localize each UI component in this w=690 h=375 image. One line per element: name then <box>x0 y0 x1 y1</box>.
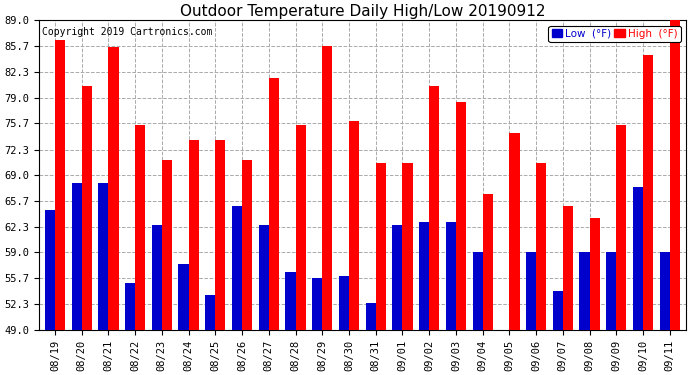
Bar <box>402 164 413 330</box>
Bar <box>509 132 520 330</box>
Bar <box>125 284 135 330</box>
Bar <box>45 210 55 330</box>
Bar <box>419 222 429 330</box>
Bar <box>616 125 627 330</box>
Bar <box>322 46 333 330</box>
Bar <box>339 276 349 330</box>
Bar <box>607 252 616 330</box>
Bar <box>259 225 269 330</box>
Text: Copyright 2019 Cartronics.com: Copyright 2019 Cartronics.com <box>42 27 213 36</box>
Bar <box>456 102 466 330</box>
Bar <box>376 164 386 330</box>
Bar <box>633 187 643 330</box>
Bar <box>152 225 162 330</box>
Title: Outdoor Temperature Daily High/Low 20190912: Outdoor Temperature Daily High/Low 20190… <box>179 4 545 19</box>
Bar <box>670 20 680 330</box>
Bar <box>286 272 295 330</box>
Bar <box>162 160 172 330</box>
Bar <box>393 225 402 330</box>
Bar <box>536 164 546 330</box>
Bar <box>215 140 226 330</box>
Bar <box>563 206 573 330</box>
Bar <box>526 252 536 330</box>
Bar <box>55 40 65 330</box>
Bar <box>205 295 215 330</box>
Bar <box>312 278 322 330</box>
Bar <box>135 125 146 330</box>
Bar <box>108 47 119 330</box>
Bar <box>446 222 456 330</box>
Bar <box>553 291 563 330</box>
Bar <box>81 86 92 330</box>
Bar <box>188 140 199 330</box>
Bar <box>295 125 306 330</box>
Bar <box>72 183 81 330</box>
Bar <box>232 206 242 330</box>
Bar <box>483 195 493 330</box>
Bar <box>589 217 600 330</box>
Legend: Low  (°F), High  (°F): Low (°F), High (°F) <box>549 26 680 42</box>
Bar <box>643 55 653 330</box>
Bar <box>366 303 376 330</box>
Bar <box>179 264 188 330</box>
Bar <box>98 183 108 330</box>
Bar <box>429 86 440 330</box>
Bar <box>242 160 253 330</box>
Bar <box>473 252 483 330</box>
Bar <box>269 78 279 330</box>
Bar <box>660 252 670 330</box>
Bar <box>349 121 359 330</box>
Bar <box>580 252 589 330</box>
